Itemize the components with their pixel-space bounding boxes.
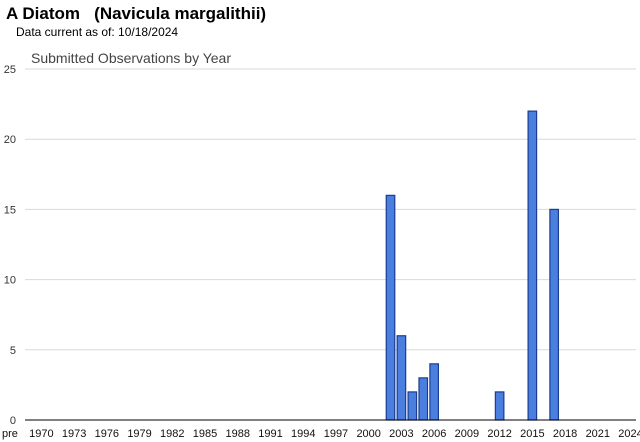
y-tick-label: 0 — [10, 415, 16, 427]
chart-gridlines — [25, 68, 636, 351]
chart-bars — [385, 110, 560, 421]
x-tick-label: 1970 — [29, 428, 53, 440]
x-tick-label: 1976 — [95, 428, 119, 440]
x-tick-label: pre — [2, 428, 18, 440]
bar-2006 — [429, 363, 440, 421]
x-tick-label: 1991 — [258, 428, 282, 440]
x-tick-label: 2018 — [553, 428, 577, 440]
x-tick-label: 1982 — [160, 428, 184, 440]
y-tick-label: 25 — [4, 64, 16, 76]
x-tick-label: 2006 — [422, 428, 446, 440]
data-date-text: Data current as of: 10/18/2024 — [16, 25, 179, 39]
x-tick-label: 2000 — [356, 428, 380, 440]
page-title: A Diatom (Navicula margalithii) — [6, 4, 267, 23]
x-tick-label: 2009 — [455, 428, 479, 440]
x-tick-label: 1985 — [193, 428, 217, 440]
y-axis-ticks: 0 5 10 15 20 25 — [4, 64, 16, 427]
x-tick-label: 1988 — [226, 428, 250, 440]
x-tick-label: 1997 — [324, 428, 348, 440]
bar-2017 — [549, 208, 560, 421]
bar-2004 — [407, 391, 418, 421]
x-tick-label: 2003 — [389, 428, 413, 440]
chart-title: Submitted Observations by Year — [31, 50, 231, 66]
bar-2002 — [385, 194, 396, 421]
y-tick-label: 15 — [4, 204, 16, 216]
bar-2015 — [527, 110, 538, 421]
bar-2005 — [418, 377, 429, 421]
x-tick-label: 2021 — [586, 428, 610, 440]
x-tick-label: 1979 — [127, 428, 151, 440]
x-tick-label: 2024 — [618, 428, 640, 440]
page-header: A Diatom (Navicula margalithii) Data cur… — [6, 4, 266, 39]
x-tick-label: 2012 — [487, 428, 511, 440]
bar-2003 — [396, 335, 407, 421]
y-tick-label: 10 — [4, 275, 16, 287]
x-tick-label: 1973 — [62, 428, 86, 440]
x-tick-label: 1994 — [291, 428, 315, 440]
x-axis-ticks: pre 1970 1973 1976 1979 1982 1985 1988 1991 1994 1… — [2, 428, 640, 440]
y-tick-label: 20 — [4, 134, 16, 146]
y-tick-label: 5 — [10, 345, 16, 357]
x-tick-label: 2015 — [520, 428, 544, 440]
bar-2012 — [494, 391, 505, 421]
